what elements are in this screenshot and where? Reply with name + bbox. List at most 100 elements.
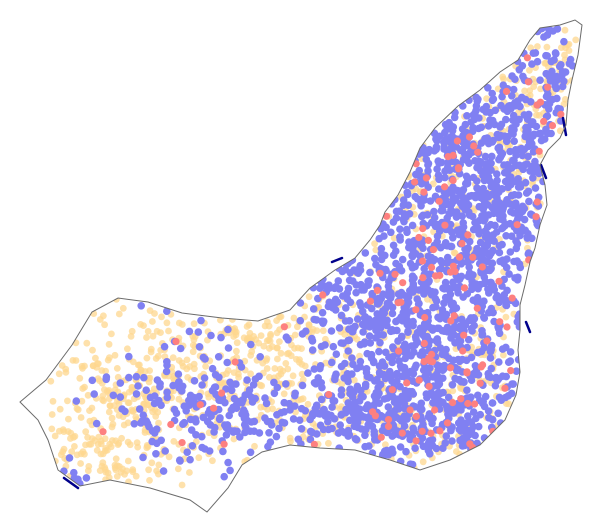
blue-point: [198, 443, 206, 452]
blue-point: [245, 386, 254, 394]
red-point: [536, 98, 545, 106]
blue-point: [468, 127, 477, 136]
red-point: [459, 347, 467, 355]
blue-point: [493, 176, 501, 185]
blue-point: [442, 191, 450, 199]
orange-point: [77, 414, 85, 421]
orange-point: [178, 481, 186, 489]
red-point: [460, 284, 469, 292]
blue-point: [350, 388, 358, 396]
blue-point: [441, 173, 449, 182]
blue-point: [306, 415, 314, 424]
blue-point: [535, 169, 543, 178]
blue-point: [348, 354, 356, 362]
blue-point: [297, 425, 306, 433]
orange-point: [96, 467, 104, 474]
blue-point: [481, 392, 490, 401]
orange-point: [183, 356, 191, 364]
red-point: [428, 350, 436, 358]
blue-point: [436, 389, 445, 398]
orange-point: [298, 370, 306, 378]
blue-point: [375, 264, 384, 272]
blue-point: [493, 291, 502, 300]
blue-point: [410, 348, 418, 356]
blue-point: [351, 435, 360, 443]
blue-point: [461, 120, 470, 129]
blue-point: [492, 373, 501, 382]
blue-point: [210, 383, 219, 392]
blue-point: [360, 340, 369, 348]
blue-point: [487, 304, 496, 313]
blue-point: [224, 344, 233, 352]
blue-point: [511, 209, 520, 217]
blue-point: [473, 163, 481, 172]
red-point: [471, 400, 479, 408]
blue-point: [488, 152, 496, 161]
red-point: [496, 318, 504, 326]
blue-point: [161, 447, 169, 455]
orange-point: [98, 367, 106, 374]
blue-point: [169, 381, 177, 390]
red-point: [398, 429, 406, 437]
blue-point: [516, 183, 525, 191]
blue-point: [435, 227, 444, 235]
blue-point: [182, 407, 190, 415]
blue-point: [441, 439, 450, 447]
blue-point: [329, 342, 338, 351]
orange-point: [264, 318, 271, 326]
blue-point: [382, 446, 391, 455]
orange-point: [304, 400, 312, 408]
blue-point: [515, 115, 523, 124]
blue-point: [479, 184, 488, 193]
orange-point: [146, 477, 153, 484]
blue-point: [382, 266, 390, 275]
blue-point: [439, 398, 447, 407]
blue-point: [441, 293, 450, 302]
red-point: [421, 313, 429, 322]
blue-point: [467, 118, 475, 126]
red-point: [435, 197, 443, 205]
blue-point: [484, 407, 493, 415]
blue-point: [386, 294, 395, 303]
red-point: [196, 401, 204, 409]
orange-point: [81, 362, 88, 370]
edge-accent: [330, 256, 344, 264]
orange-point: [147, 348, 155, 356]
orange-point: [290, 314, 298, 322]
orange-point: [175, 357, 183, 364]
blue-point: [302, 327, 310, 336]
blue-point: [310, 365, 319, 373]
red-point: [382, 212, 391, 220]
blue-point: [200, 374, 209, 382]
blue-point: [463, 386, 471, 395]
orange-point: [230, 369, 238, 376]
red-point: [469, 253, 477, 261]
blue-point: [484, 285, 492, 293]
blue-point: [488, 399, 497, 407]
blue-point: [514, 177, 522, 185]
blue-point: [512, 161, 520, 170]
red-point: [422, 174, 430, 182]
blue-point: [493, 130, 502, 139]
blue-point: [229, 428, 238, 436]
blue-point: [353, 315, 362, 323]
blue-point: [504, 183, 512, 192]
orange-point: [108, 330, 115, 338]
orange-point: [288, 380, 296, 387]
orange-point: [141, 368, 149, 375]
orange-point: [174, 465, 182, 473]
blue-point: [402, 306, 410, 315]
blue-point: [417, 202, 425, 210]
orange-point: [121, 470, 128, 478]
orange-point: [105, 340, 113, 348]
orange-point: [97, 437, 105, 445]
blue-point: [487, 278, 495, 287]
blue-point: [498, 92, 506, 101]
red-point: [503, 323, 511, 331]
blue-point: [140, 373, 148, 382]
blue-point: [396, 362, 405, 370]
blue-point: [420, 290, 428, 298]
blue-point: [335, 324, 344, 332]
blue-point: [506, 348, 515, 356]
blue-point: [518, 93, 526, 102]
